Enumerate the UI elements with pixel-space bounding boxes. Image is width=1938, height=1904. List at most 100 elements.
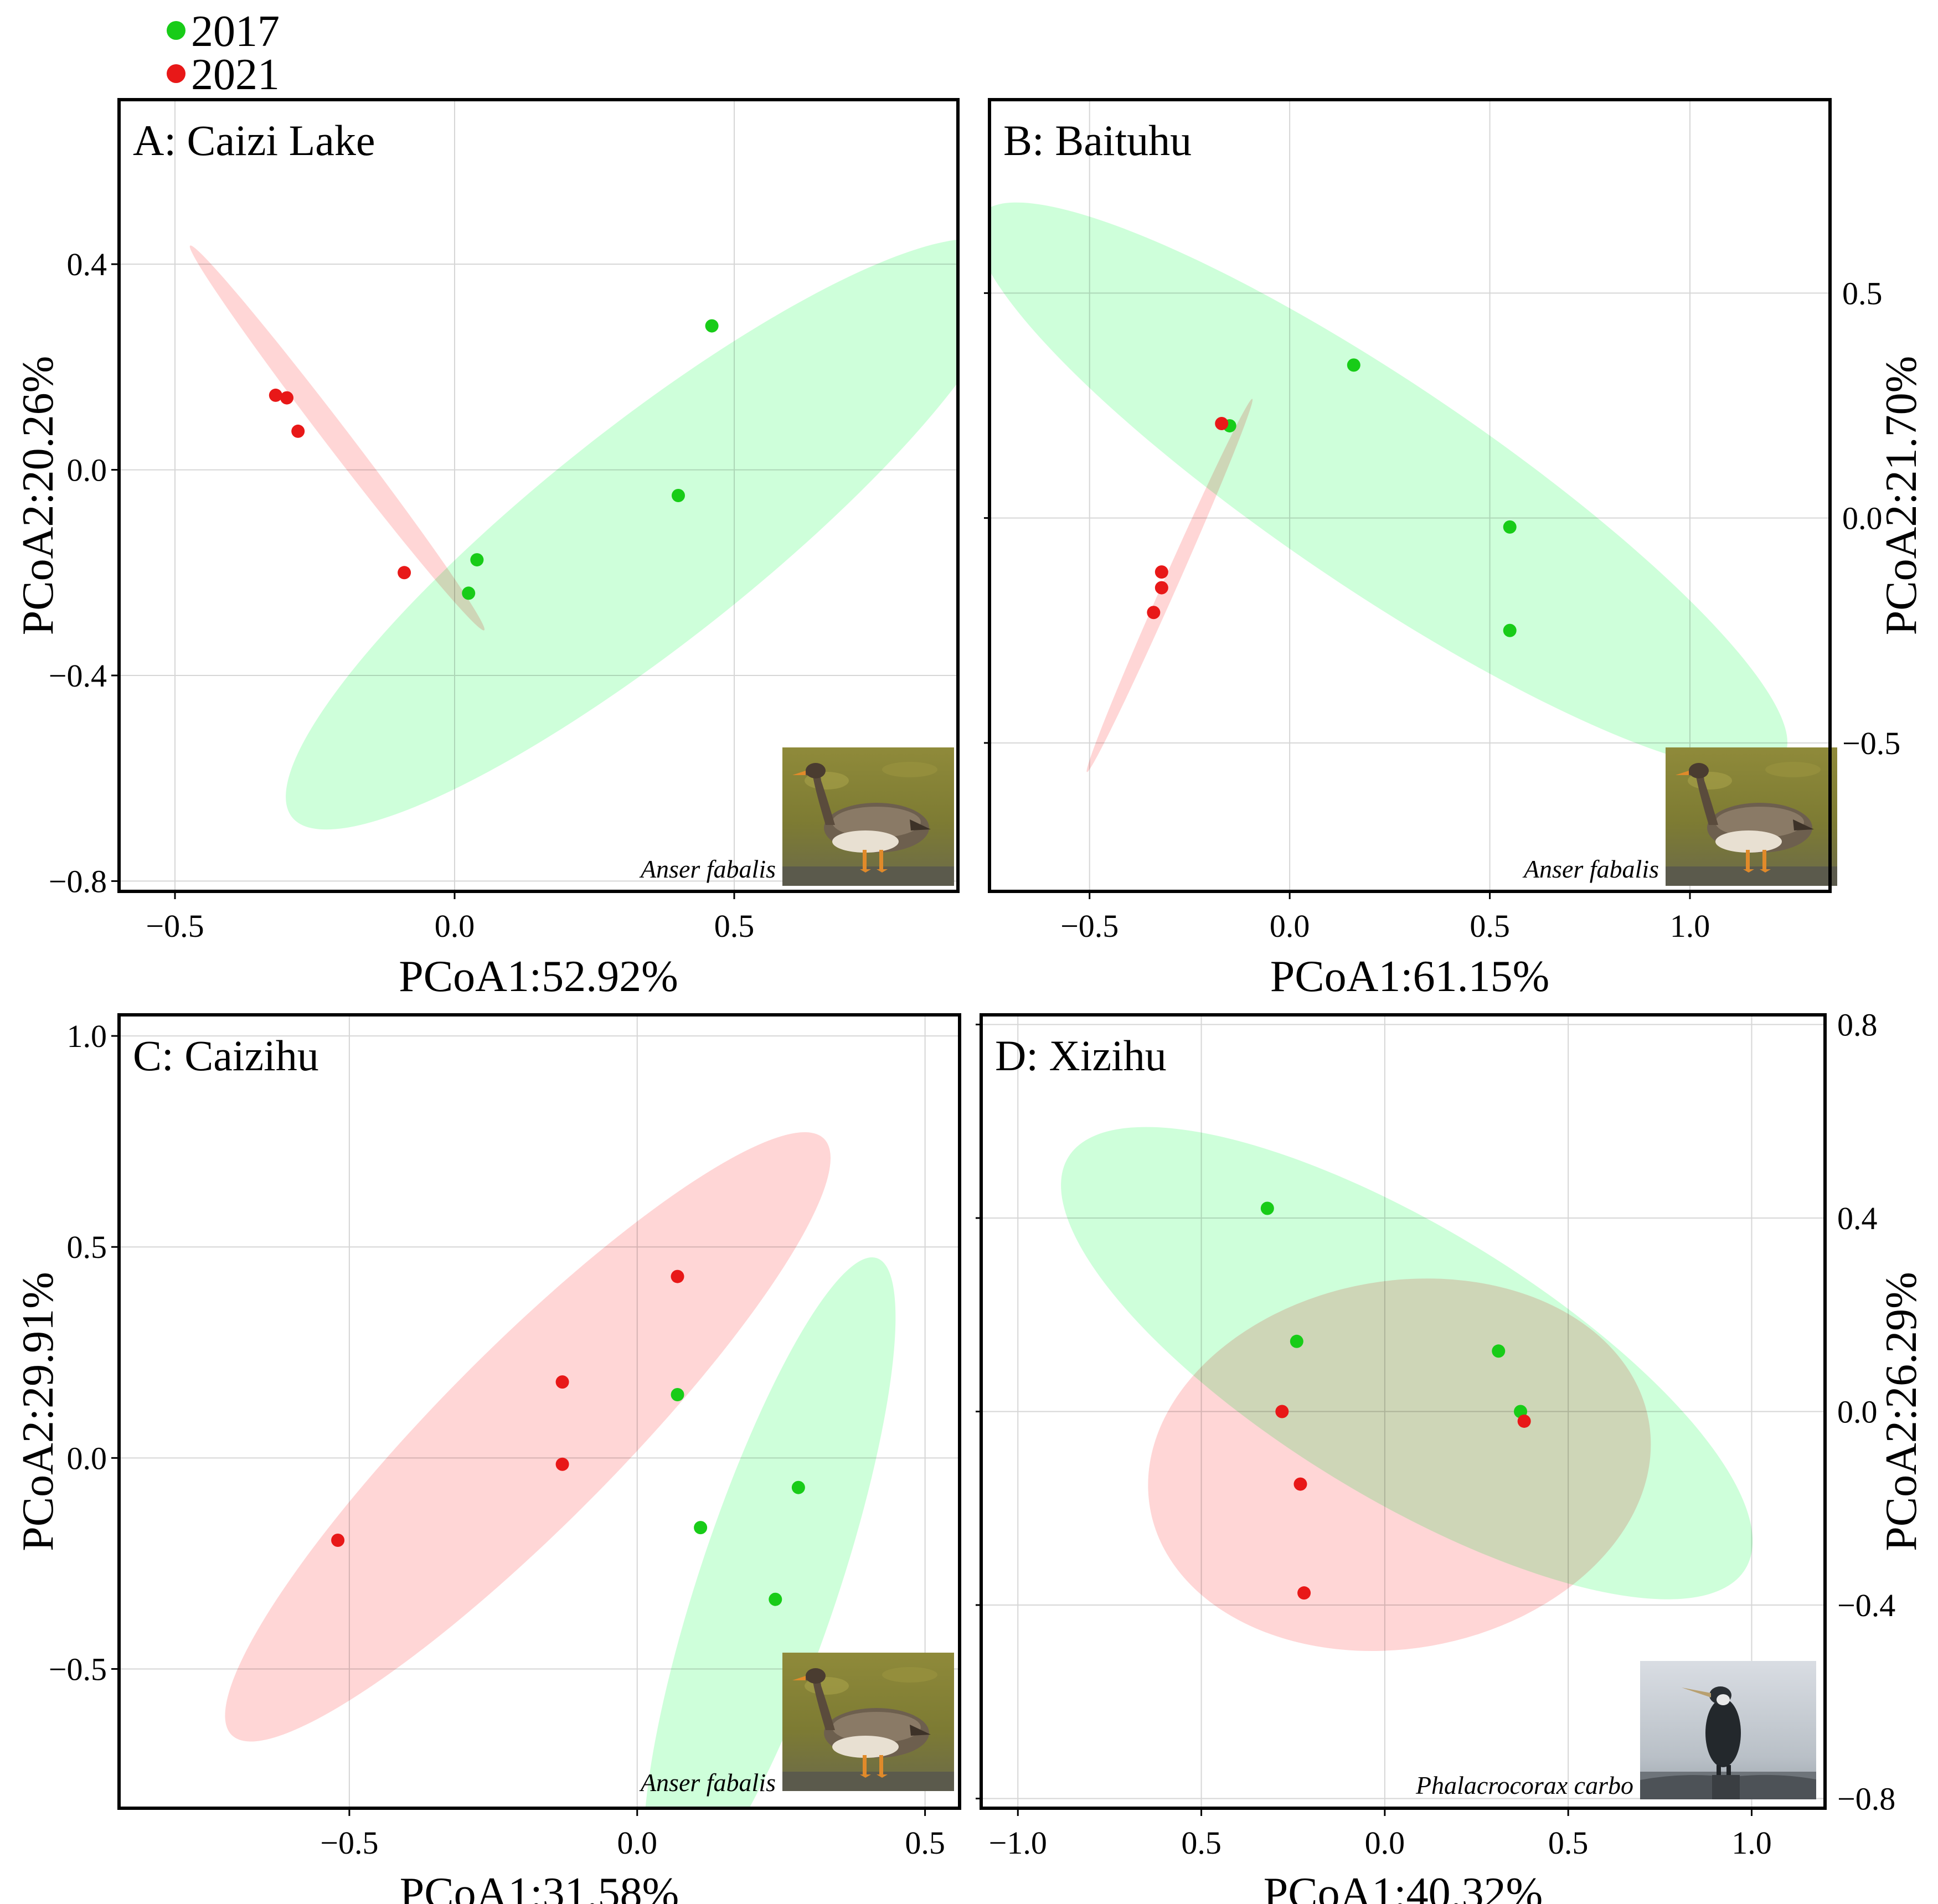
- point-2021: [555, 1375, 569, 1389]
- point-2021: [1297, 1586, 1311, 1600]
- x-tick-label: 0.5: [1181, 1825, 1221, 1861]
- plot-content: [119, 100, 958, 891]
- point-2017: [705, 319, 719, 333]
- panel-title: D: Xizihu: [995, 1031, 1167, 1080]
- point-2021: [1147, 606, 1161, 620]
- y-tick-label: 0.4: [67, 246, 107, 282]
- x-tick-label: 0.5: [1470, 908, 1510, 944]
- point-2021: [269, 388, 282, 402]
- species-caption: Anser fabalis: [1522, 855, 1659, 883]
- confidence-ellipse-2021: [1148, 1278, 1651, 1652]
- point-2017: [470, 553, 484, 567]
- x-tick-label: 0.5: [905, 1825, 945, 1861]
- x-tick-label: 0.0: [1365, 1825, 1405, 1861]
- point-2021: [291, 424, 305, 438]
- point-2017: [1347, 358, 1360, 372]
- point-2017: [1260, 1201, 1274, 1215]
- point-2017: [671, 1388, 684, 1402]
- plot-content: [989, 100, 1830, 891]
- x-tick-label: 0.0: [435, 908, 475, 944]
- y-tick-label: −0.5: [49, 1651, 107, 1687]
- y-tick-label: 0.4: [1837, 1200, 1878, 1236]
- point-2017: [769, 1592, 782, 1606]
- x-axis-label: PCoA1:52.92%: [399, 952, 678, 1001]
- y-axis-label: PCoA2:26.29%: [1877, 1272, 1926, 1551]
- point-2017: [1503, 623, 1517, 637]
- y-tick-label: 0.0: [67, 1440, 107, 1476]
- point-2021: [1293, 1477, 1307, 1491]
- x-tick-label: −1.0: [989, 1825, 1047, 1861]
- y-tick-label: 0.5: [1842, 275, 1883, 311]
- point-2021: [671, 1270, 684, 1283]
- point-2021: [1517, 1414, 1531, 1428]
- y-tick-label: 0.0: [67, 452, 107, 488]
- y-tick-label: 0.8: [1837, 1007, 1878, 1043]
- species-caption: Anser fabalis: [639, 855, 776, 883]
- species-caption: Phalacrocorax carbo: [1415, 1771, 1633, 1799]
- x-tick-label: −0.5: [320, 1825, 378, 1861]
- point-2017: [791, 1480, 805, 1494]
- point-2021: [331, 1533, 345, 1547]
- legend-label-2021: 2021: [191, 50, 280, 99]
- point-2021: [1154, 565, 1168, 579]
- confidence-ellipse-2021: [225, 1132, 831, 1742]
- legend-marker-2021: [167, 64, 185, 83]
- anser-fabalis-photo: [782, 747, 954, 886]
- panel-title: C: Caizihu: [133, 1031, 319, 1080]
- x-tick-label: 0.0: [617, 1825, 658, 1861]
- plot-frame: [988, 98, 1832, 893]
- point-2021: [1215, 417, 1229, 430]
- y-tick-label: −0.5: [1842, 725, 1900, 761]
- confidence-ellipse-2021: [1086, 399, 1253, 772]
- species-caption: Anser fabalis: [639, 1768, 776, 1797]
- plot-frame: [117, 98, 960, 893]
- y-axis-label: PCoA2:29.91%: [14, 1272, 63, 1551]
- point-2017: [462, 586, 476, 600]
- point-2021: [398, 566, 411, 580]
- point-2021: [1154, 581, 1168, 595]
- point-2021: [280, 391, 293, 405]
- anser-fabalis-photo: [782, 1653, 954, 1791]
- panel-c: Anser fabalis −0.5 0.0 0.5 −0.5 0.0 0.5 1.0 C: C…: [14, 1013, 961, 1904]
- phalacrocorax-carbo-photo: [1640, 1661, 1816, 1799]
- point-2017: [1503, 520, 1517, 534]
- y-axis-label: PCoA2:21.70%: [1877, 356, 1926, 636]
- x-tick-label: 1.0: [1670, 908, 1710, 944]
- y-tick-label: 0.5: [67, 1229, 107, 1265]
- x-tick-label: 0.5: [714, 908, 755, 944]
- panel-a: Anser fabalis −0.5 0.0 0.5 −0.8 −0.4 0.0 0.4 A: …: [14, 98, 960, 1001]
- point-2017: [672, 489, 685, 502]
- point-2021: [555, 1457, 569, 1471]
- y-tick-label: −0.4: [1837, 1587, 1895, 1623]
- confidence-ellipse-2017: [989, 202, 1788, 771]
- legend-label-2017: 2017: [191, 7, 280, 56]
- y-tick-label: 0.0: [1837, 1394, 1878, 1430]
- confidence-ellipse-2017: [643, 1257, 896, 1808]
- y-tick-label: 0.0: [1842, 500, 1883, 536]
- panel-title: B: Baituhu: [1003, 116, 1192, 164]
- x-axis-label: PCoA1:40.32%: [1264, 1869, 1543, 1904]
- x-axis-label: PCoA1:61.15%: [1270, 952, 1550, 1001]
- x-tick-label: −0.5: [1060, 908, 1119, 944]
- legend-marker-2017: [167, 21, 185, 40]
- x-tick-label: 1.0: [1731, 1825, 1772, 1861]
- anser-fabalis-photo: [1666, 747, 1837, 886]
- x-tick-label: 0.0: [1270, 908, 1310, 944]
- point-2017: [1492, 1344, 1506, 1358]
- point-2021: [1275, 1405, 1289, 1418]
- x-tick-label: −0.5: [146, 908, 204, 944]
- plot-content: [981, 1015, 1825, 1808]
- panel-title: A: Caizi Lake: [133, 116, 375, 164]
- plot-content: [119, 1015, 960, 1808]
- y-tick-label: 1.0: [67, 1018, 107, 1054]
- point-2017: [694, 1521, 708, 1535]
- plot-frame: [117, 1013, 961, 1810]
- point-2017: [1290, 1334, 1303, 1348]
- panel-d: Phalacrocorax carbo −1.0 0.5 0.0 0.5 1.0 −0.8 −…: [976, 1007, 1926, 1904]
- y-axis-label: PCoA2:20.26%: [14, 356, 63, 636]
- y-tick-label: −0.8: [49, 863, 107, 899]
- x-axis-label: PCoA1:31.58%: [400, 1869, 679, 1904]
- x-tick-label: 0.5: [1548, 1825, 1589, 1861]
- y-tick-label: −0.8: [1837, 1781, 1895, 1817]
